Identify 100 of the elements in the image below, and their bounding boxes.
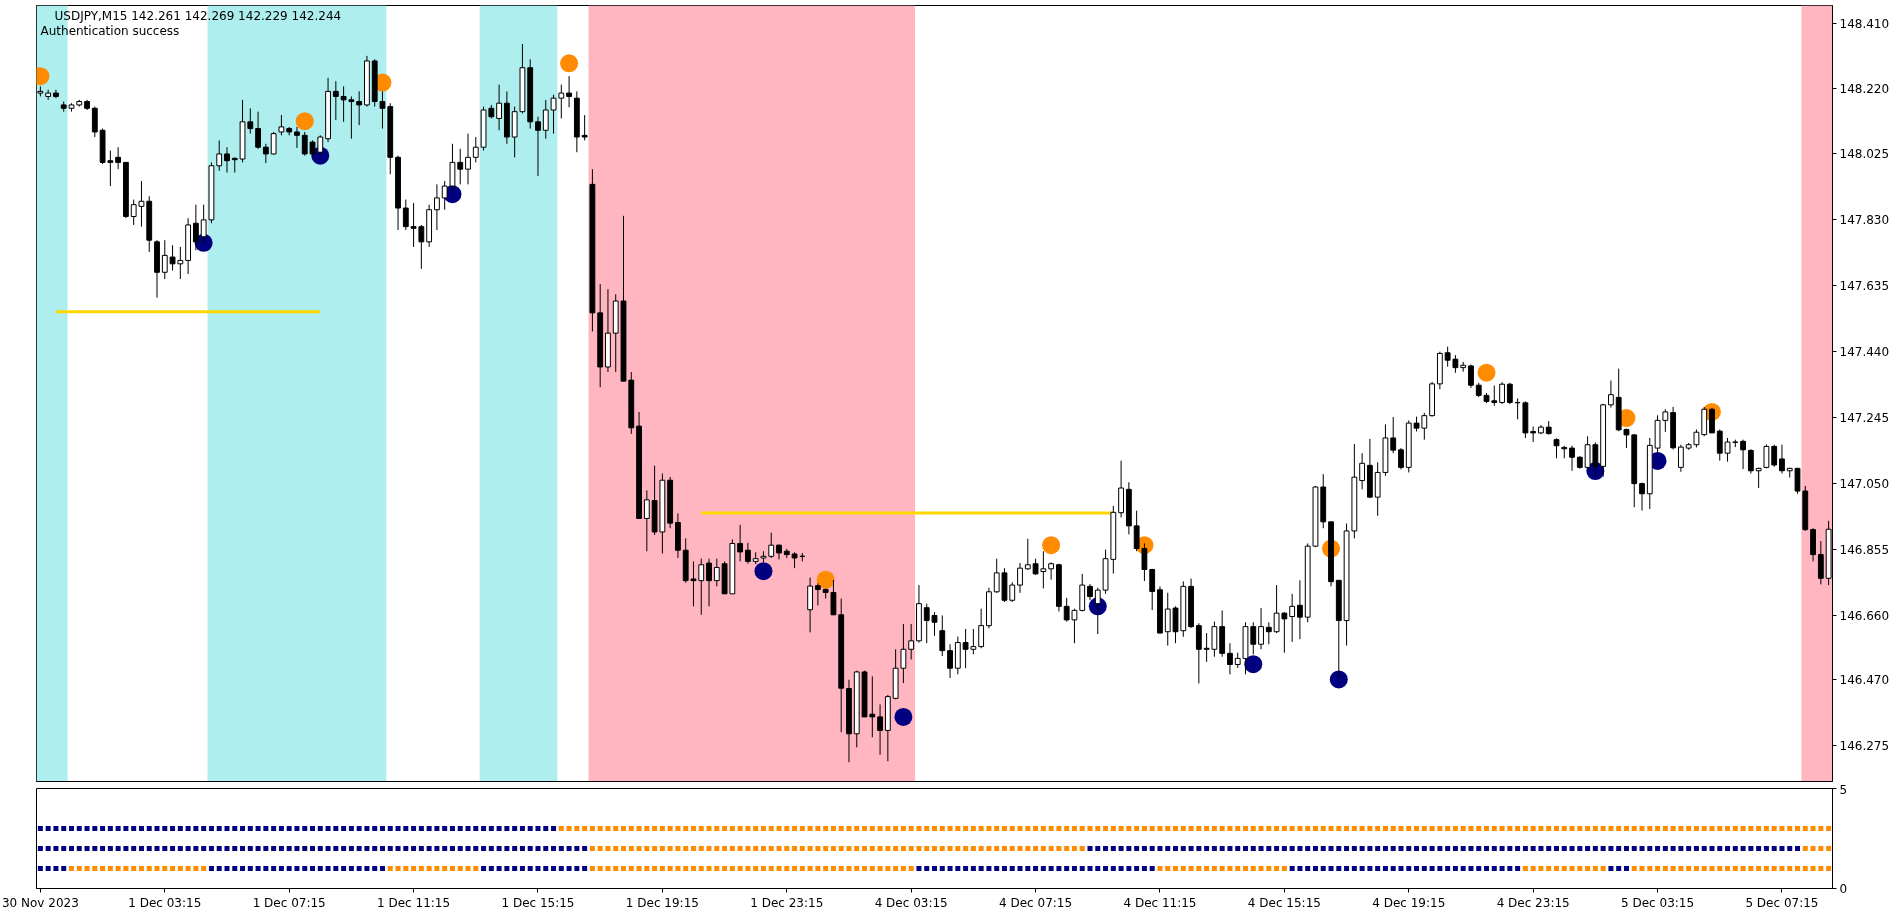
text: Authentication success	[40, 23, 180, 38]
x-tick-label: 1 Dec 23:15	[750, 895, 824, 910]
x-tick-label: 1 Dec 15:15	[501, 895, 575, 910]
candlestick	[581, 114, 588, 141]
candlestick	[1709, 407, 1715, 434]
candlestick	[900, 623, 907, 684]
candlestick	[1094, 587, 1101, 635]
candlestick	[558, 84, 565, 119]
candlestick	[1258, 607, 1264, 650]
y-tick-label: 148.220	[1839, 81, 1890, 96]
candlestick	[255, 111, 261, 150]
y-tick-label: 147.635	[1839, 279, 1890, 294]
point	[1329, 670, 1348, 689]
candlestick	[1639, 482, 1645, 512]
x-tick-label: 30 Nov 2023	[1, 895, 79, 910]
candlestick	[1017, 562, 1023, 594]
y-tick-label: 147.830	[1839, 213, 1890, 228]
x-tick-label: 4 Dec 19:15	[1372, 895, 1446, 910]
candlestick	[1227, 642, 1233, 675]
point	[295, 112, 314, 131]
candlestick	[542, 99, 549, 140]
y-tick-label: 147.050	[1839, 477, 1890, 492]
candlestick	[713, 558, 720, 587]
candlestick	[1771, 444, 1778, 468]
y-tick-label: 0	[1839, 882, 1848, 896]
candlestick	[224, 146, 230, 174]
candlestick	[1569, 445, 1575, 472]
candlestick	[550, 94, 557, 135]
candlestick	[1506, 382, 1513, 405]
candlestick	[877, 703, 883, 756]
candlestick	[200, 204, 207, 245]
candlestick	[978, 608, 985, 649]
candlestick	[908, 623, 915, 660]
candlestick	[706, 558, 712, 607]
candlestick	[737, 524, 744, 562]
candlestick	[192, 204, 199, 251]
candlestick	[535, 116, 541, 177]
x-tick-label: 4 Dec 03:15	[874, 895, 948, 910]
candlestick	[1499, 381, 1505, 405]
candlestick	[441, 180, 448, 211]
point	[754, 562, 773, 581]
candlestick	[472, 136, 479, 163]
candlestick	[1817, 540, 1824, 585]
candlestick	[643, 489, 650, 552]
candlestick	[402, 199, 409, 231]
candlestick	[566, 75, 572, 108]
candlestick	[1195, 622, 1202, 684]
point	[816, 570, 835, 589]
candlestick	[161, 239, 168, 280]
point	[1244, 655, 1263, 674]
candlestick	[1024, 538, 1031, 571]
candlestick	[1265, 621, 1272, 645]
candlestick	[294, 126, 300, 149]
candlestick	[1779, 444, 1785, 474]
point	[1042, 536, 1061, 555]
candlestick	[356, 90, 363, 126]
point	[560, 54, 579, 73]
y-tick-label: 146.660	[1839, 608, 1890, 623]
candlestick	[1677, 444, 1684, 473]
candlestick	[348, 95, 355, 140]
x-tick-label: 4 Dec 23:15	[1496, 895, 1570, 910]
x-tick-label: 5 Dec 07:15	[1745, 895, 1819, 910]
candlestick	[1297, 579, 1303, 640]
y-tick-label: 148.025	[1839, 147, 1890, 162]
candlestick	[340, 85, 347, 123]
x-tick-label: 4 Dec 15:15	[1247, 895, 1321, 910]
chart-title: USDJPY,M15 142.261 142.269 142.229 142.244	[54, 8, 342, 23]
candlestick	[1398, 447, 1404, 470]
candlestick	[91, 106, 98, 138]
candlestick	[947, 643, 953, 679]
y-tick-label: 148.410	[1839, 17, 1890, 32]
point	[894, 707, 913, 726]
x-tick-label: 5 Dec 03:15	[1621, 895, 1695, 910]
y-tick-label: 146.470	[1839, 673, 1890, 688]
candlestick	[216, 139, 223, 172]
y-tick-label: 5	[1839, 782, 1848, 797]
candlestick	[939, 614, 946, 657]
x-tick-label: 1 Dec 03:15	[128, 895, 202, 910]
candlestick	[744, 542, 751, 565]
candlestick	[1608, 379, 1614, 409]
y-tick-label: 146.275	[1839, 739, 1890, 754]
candlestick	[278, 114, 285, 136]
x-tick-label: 1 Dec 19:15	[625, 895, 699, 910]
candlestick	[1553, 437, 1560, 459]
candlestick	[115, 146, 122, 170]
candlestick	[1048, 561, 1055, 581]
candlestick	[270, 131, 277, 156]
x-tick-label: 1 Dec 11:15	[377, 895, 451, 910]
candlestick	[1359, 452, 1366, 490]
candlestick	[262, 143, 269, 164]
candlestick	[1747, 448, 1754, 474]
y-tick-label: 146.855	[1839, 543, 1890, 558]
x-tick-label: 4 Dec 11:15	[1123, 895, 1197, 910]
candlestick	[814, 582, 821, 606]
candlestick	[434, 183, 440, 231]
candlestick	[1149, 568, 1156, 611]
candlestick	[332, 80, 339, 121]
candlestick	[807, 577, 814, 633]
point	[1477, 363, 1496, 382]
x-tick-label: 1 Dec 07:15	[252, 895, 326, 910]
